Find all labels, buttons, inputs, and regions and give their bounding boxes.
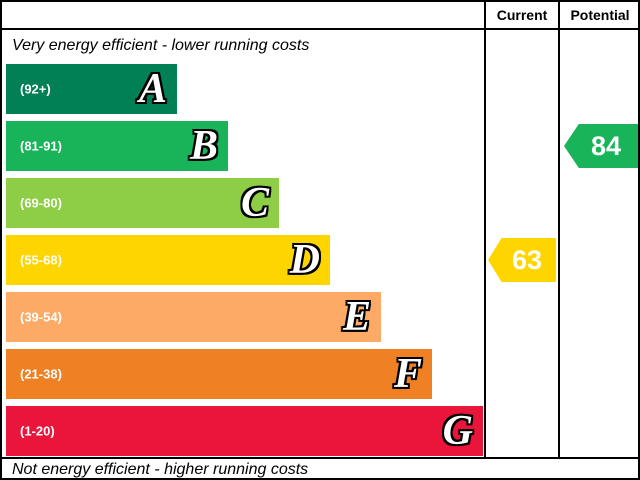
band-range-label: (92+) [20, 81, 51, 97]
bottom-divider-line [2, 457, 638, 459]
band-range-label: (81-91) [20, 138, 62, 154]
caption-bottom: Not energy efficient - higher running co… [12, 461, 309, 478]
band-row-c: (69-80) C [6, 178, 279, 228]
band-range-label: (39-54) [20, 309, 62, 325]
band-row-d: (55-68) D [6, 235, 330, 285]
band-bar-e: (39-54) E [6, 292, 381, 342]
current-column-line [484, 2, 486, 459]
band-range-label: (55-68) [20, 252, 62, 268]
band-letter: B [189, 123, 219, 169]
band-letter: A [138, 66, 168, 112]
band-row-a: (92+) A [6, 64, 177, 114]
potential-column-header: Potential [570, 7, 630, 23]
potential-column-line [558, 2, 560, 459]
band-letter: F [393, 351, 423, 397]
band-letter: C [240, 180, 270, 226]
current-column-header: Current [496, 7, 548, 23]
band-range-label: (1-20) [20, 423, 55, 439]
band-letter: E [342, 294, 372, 340]
band-bar-d: (55-68) D [6, 235, 330, 285]
band-letter: G [442, 408, 474, 454]
current-rating-arrow: 63 [488, 238, 556, 282]
band-row-b: (81-91) B [6, 121, 228, 171]
band-range-label: (69-80) [20, 195, 62, 211]
band-row-f: (21-38) F [6, 349, 432, 399]
potential-rating-value: 84 [590, 130, 622, 161]
band-row-g: (1-20) G [6, 406, 483, 456]
band-bar-g: (1-20) G [6, 406, 483, 456]
band-bar-a: (92+) A [6, 64, 177, 114]
caption-top: Very energy efficient - lower running co… [12, 37, 310, 54]
band-range-label: (21-38) [20, 366, 62, 382]
band-bar-c: (69-80) C [6, 178, 279, 228]
current-rating-value: 63 [511, 244, 543, 275]
band-letter: D [289, 237, 321, 283]
band-bar-b: (81-91) B [6, 121, 228, 171]
header-divider-line [2, 28, 638, 30]
potential-rating-arrow: 84 [564, 124, 638, 168]
band-bar-f: (21-38) F [6, 349, 432, 399]
band-row-e: (39-54) E [6, 292, 381, 342]
